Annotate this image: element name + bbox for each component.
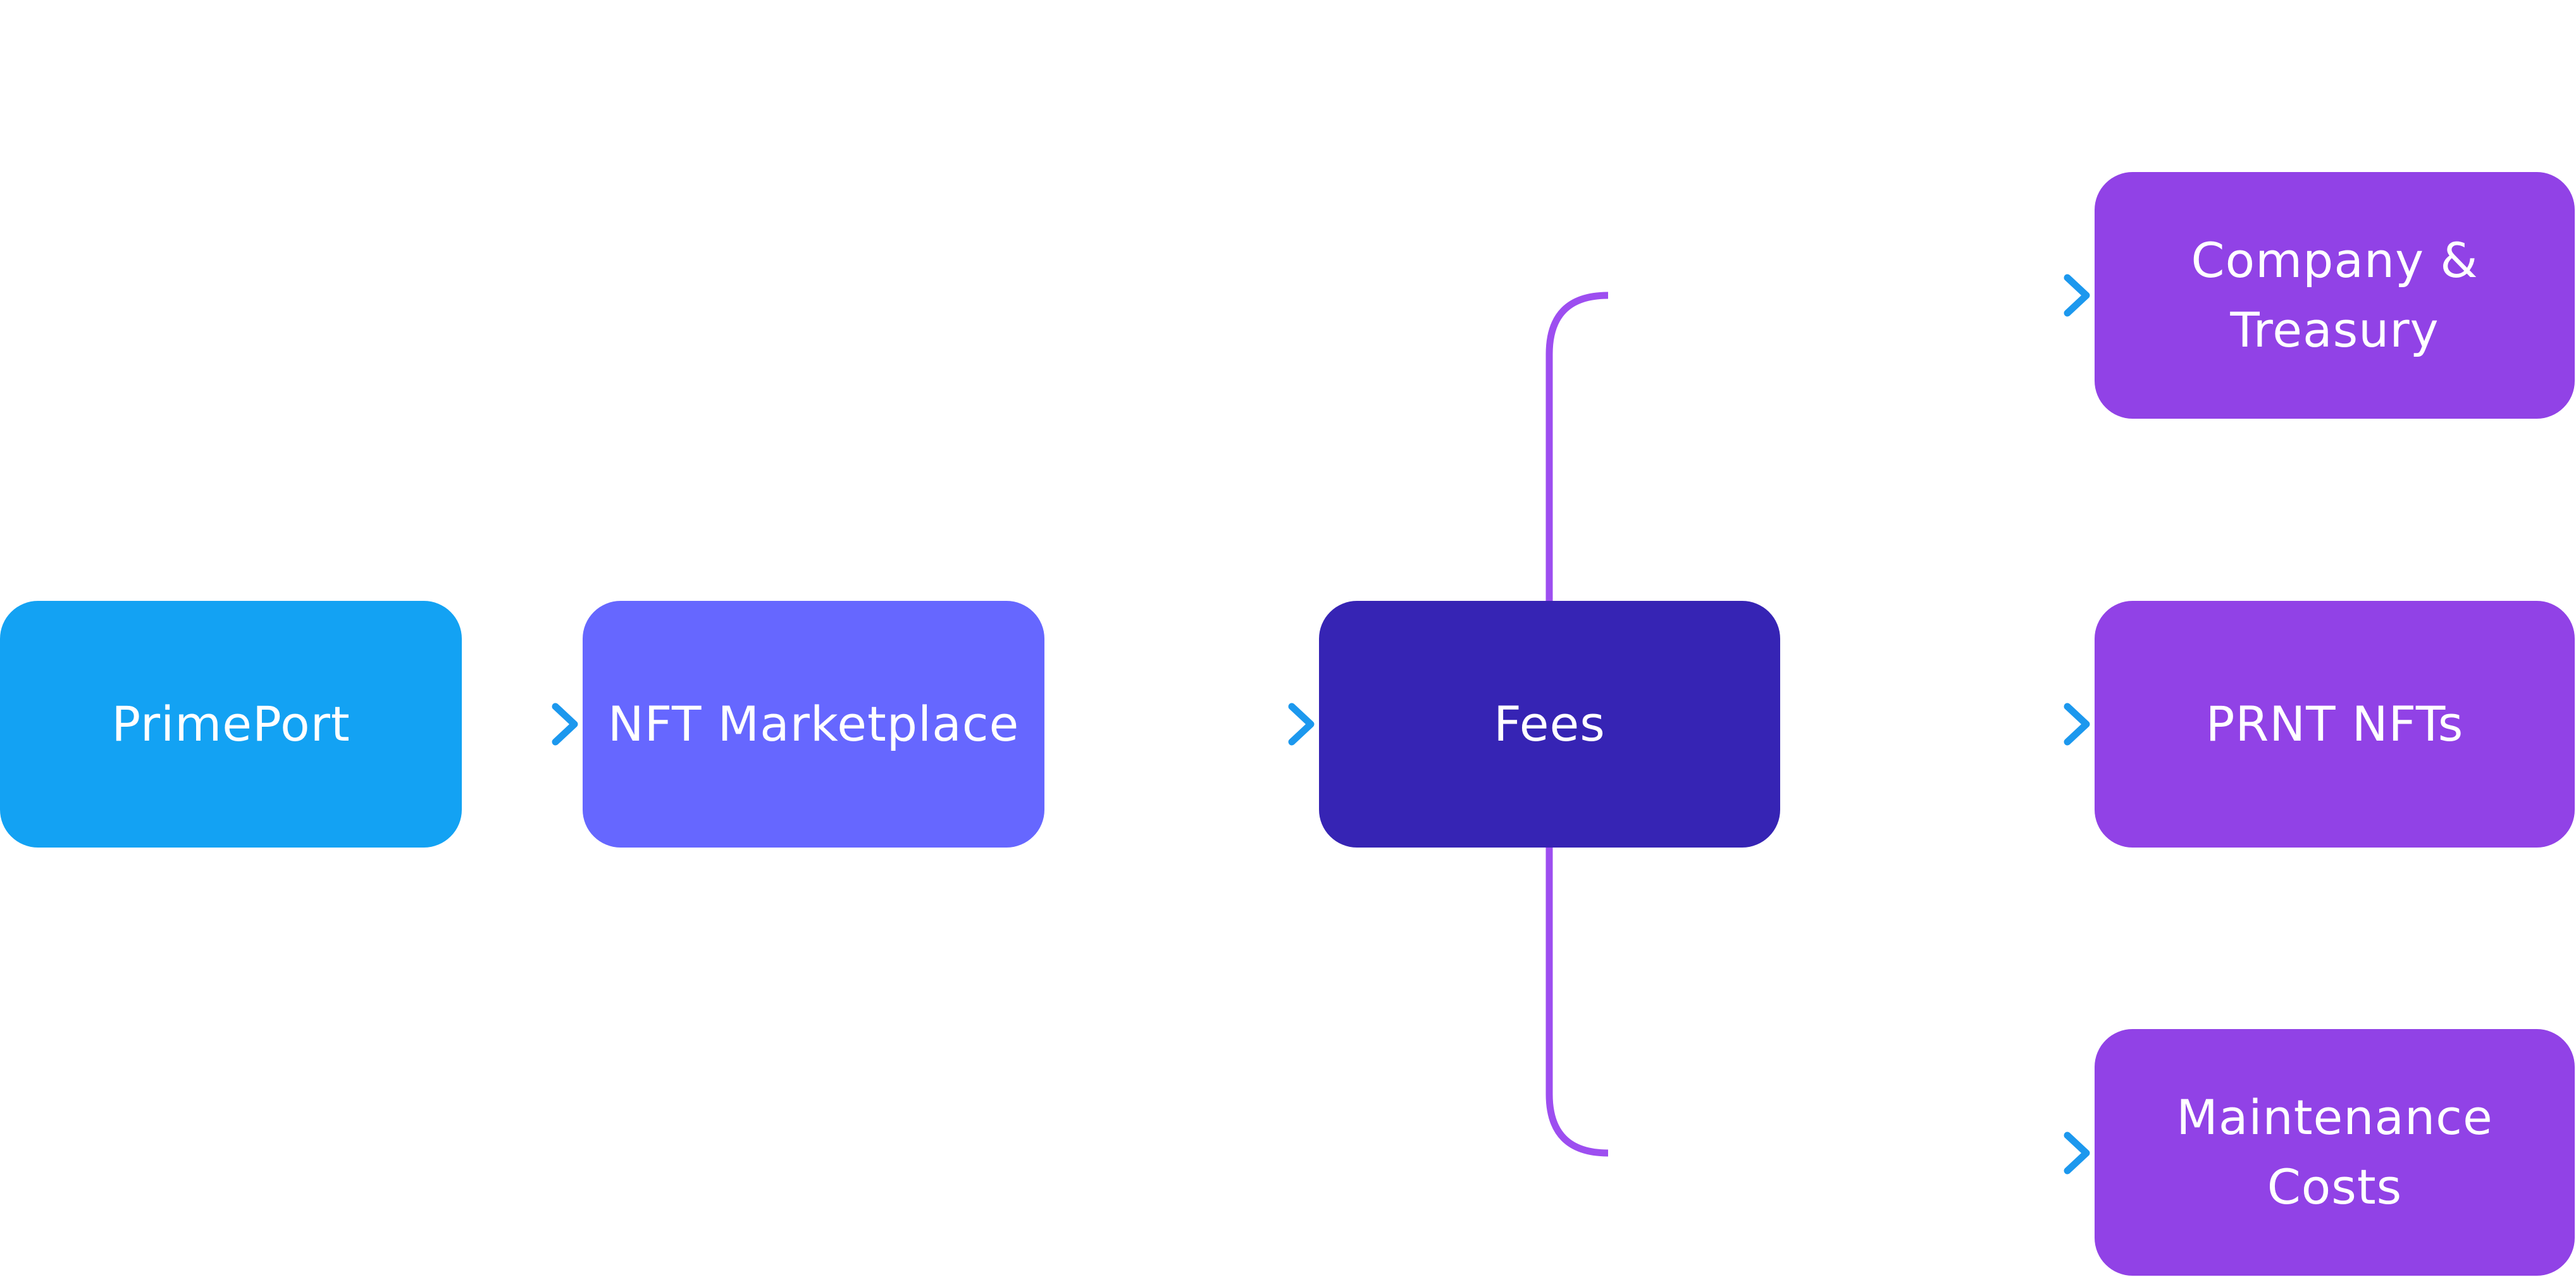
arrowhead-icon <box>1288 703 1315 746</box>
node-fees: Fees <box>1319 601 1780 848</box>
node-primeport: PrimePort <box>0 601 462 848</box>
node-label-line: PrimePort <box>111 695 350 752</box>
arrowhead-icon <box>2064 274 2090 317</box>
edge-fees-to-prnt-nfts <box>1780 703 2090 746</box>
node-label-line: Maintenance <box>2176 1089 2493 1145</box>
node-company-treasury: Company & Treasury <box>2095 172 2575 419</box>
node-prnt-nfts: PRNT NFTs <box>2095 601 2575 848</box>
edge-fees-to-maintenance-costs <box>1545 848 2090 1175</box>
node-maintenance-costs: Maintenance Costs <box>2095 1029 2575 1276</box>
node-label-line: Fees <box>1494 695 1606 752</box>
arrowhead-icon <box>2064 1132 2090 1175</box>
node-label-line: Company & <box>2191 231 2479 288</box>
edge-primeport-to-nft-marketplace <box>462 703 578 746</box>
arrowhead-icon <box>2064 703 2090 746</box>
edge-line <box>1545 292 1609 601</box>
node-label-line: Costs <box>2267 1159 2403 1215</box>
node-label-line: PRNT NFTs <box>2205 695 2464 752</box>
arrowhead-icon <box>552 703 578 746</box>
edge-nft-marketplace-to-fees <box>1044 703 1315 746</box>
node-label-line: NFT Marketplace <box>607 695 1020 752</box>
edge-fees-to-company-treasury <box>1545 274 2090 601</box>
node-label-line: Treasury <box>2230 302 2439 358</box>
node-nft-marketplace: NFT Marketplace <box>583 601 1044 848</box>
edge-line <box>1545 848 1609 1157</box>
